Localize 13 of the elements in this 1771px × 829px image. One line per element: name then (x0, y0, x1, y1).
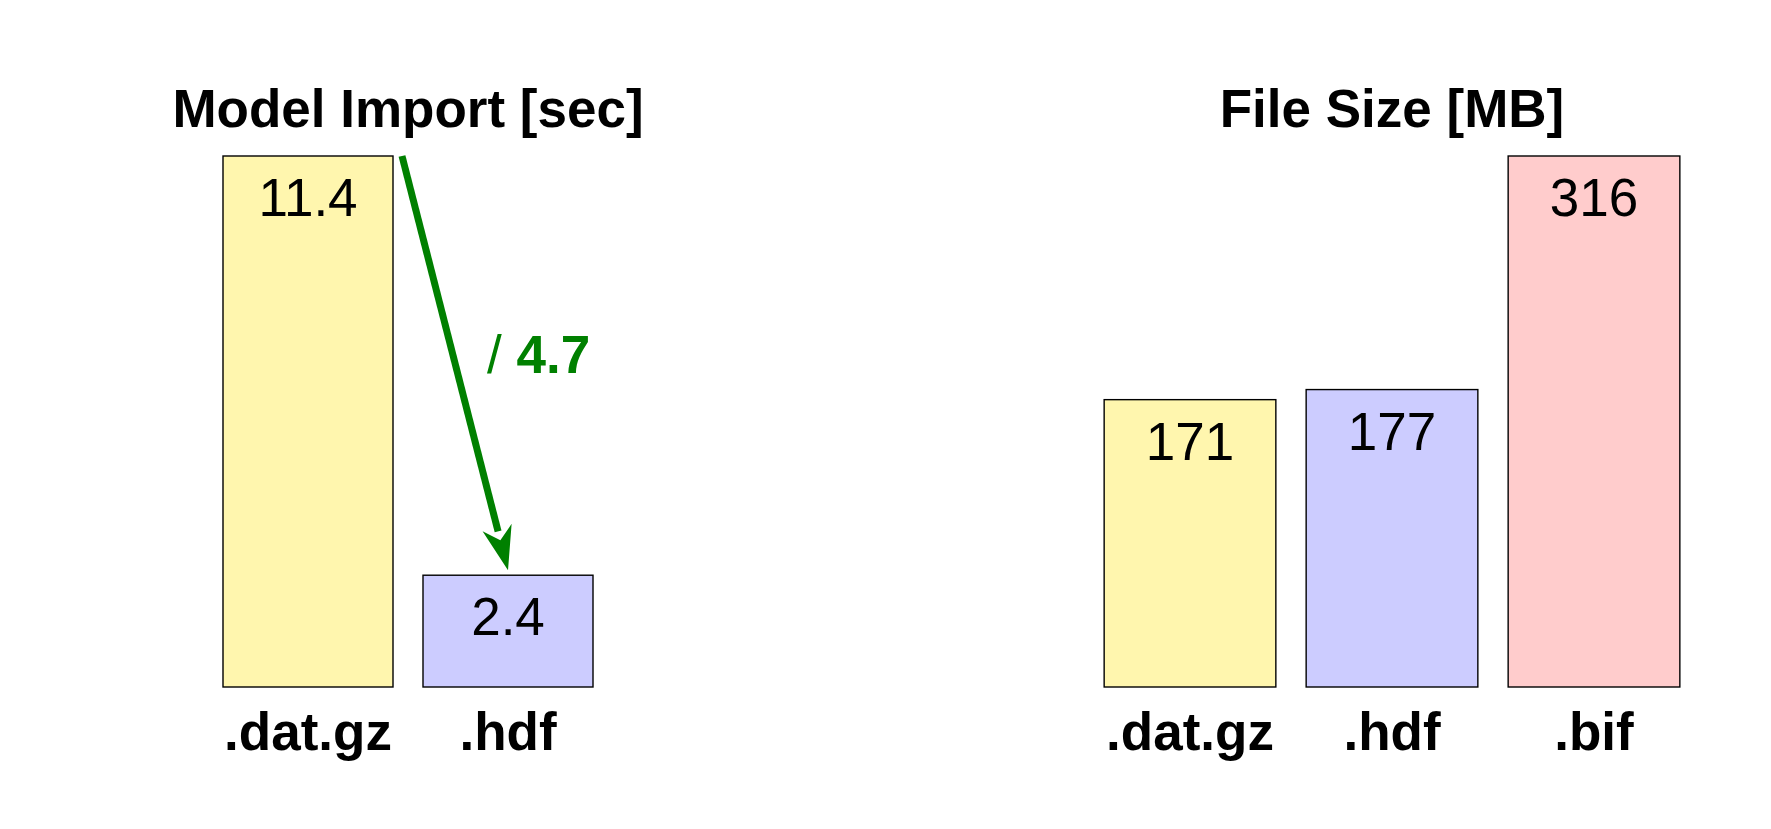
data-label: 2.4 (471, 587, 545, 647)
x-tick-label: .dat.gz (1106, 702, 1274, 761)
data-label: 316 (1549, 168, 1639, 227)
x-tick-label: .bif (1554, 702, 1635, 761)
x-tick-label: .hdf (459, 702, 557, 761)
x-tick-label: .hdf (1343, 702, 1441, 761)
data-label: 177 (1347, 401, 1437, 461)
data-label: 171 (1145, 411, 1235, 471)
annotation: / 4.7 (487, 325, 591, 385)
data-label: 11.4 (258, 168, 358, 227)
chart-title: Model Import [sec] (172, 79, 644, 138)
chart-title: File Size [MB] (1219, 79, 1565, 138)
x-tick-label: .dat.gz (224, 702, 392, 761)
